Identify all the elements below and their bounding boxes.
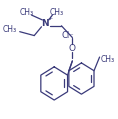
Text: O: O	[69, 44, 76, 53]
Text: CH₃: CH₃	[50, 8, 64, 17]
Text: N: N	[41, 19, 49, 28]
Text: CH₃: CH₃	[101, 55, 115, 64]
Text: CH₃: CH₃	[3, 25, 17, 34]
Text: Cl⁻: Cl⁻	[61, 31, 74, 40]
Text: +: +	[47, 16, 52, 21]
Text: CH₃: CH₃	[20, 8, 34, 17]
